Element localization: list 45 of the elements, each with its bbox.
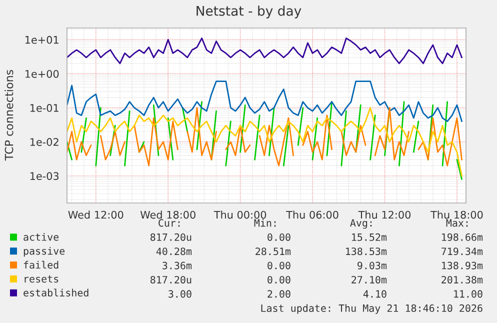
text: 3.36m bbox=[162, 262, 192, 270]
x-tick-label: Thu 12:00 bbox=[358, 210, 411, 219]
line-series bbox=[67, 38, 462, 64]
text: Cur: bbox=[158, 219, 180, 227]
text: 817.20u bbox=[150, 233, 192, 241]
x-tick-label: Wed 12:00 bbox=[68, 210, 124, 219]
y-tick-label: 1e-01 bbox=[30, 104, 58, 112]
text: 15.52m bbox=[352, 233, 387, 241]
text: 4.10 bbox=[363, 290, 386, 298]
text: 138.93m bbox=[442, 262, 483, 270]
y-axis-title: TCP connections bbox=[4, 70, 14, 161]
legend-label: active bbox=[24, 233, 59, 241]
text: Last update: Thu May 21 18:46:10 2026 bbox=[261, 304, 482, 314]
text: 719.34m bbox=[442, 248, 483, 256]
y-tick-label: 1e+01 bbox=[25, 36, 58, 44]
chart-title: Netstat - by day bbox=[196, 6, 302, 18]
legend-label: established bbox=[24, 288, 88, 297]
text: 0.00 bbox=[268, 276, 290, 284]
legend-label: passive bbox=[24, 246, 65, 257]
text: 2.00 bbox=[268, 290, 290, 298]
y-tick-label: 1e-02 bbox=[30, 138, 58, 146]
text: 198.66m bbox=[442, 233, 483, 241]
y-tick-label: 1e+00 bbox=[25, 70, 59, 78]
text: Avg: bbox=[350, 219, 372, 229]
text: 201.38m bbox=[442, 276, 483, 284]
x-tick-label: Thu 00:00 bbox=[214, 210, 266, 219]
legend-label: failed bbox=[24, 260, 58, 269]
text: 138.53m bbox=[346, 248, 387, 256]
text: 9.03m bbox=[358, 262, 387, 270]
text: 28.51m bbox=[256, 248, 291, 256]
text: 27.10m bbox=[352, 276, 387, 284]
text: Min: bbox=[254, 218, 276, 227]
text: 11.00 bbox=[454, 290, 482, 298]
text: 817.20u bbox=[150, 276, 192, 284]
text: Max: bbox=[446, 219, 468, 227]
text: 0.00 bbox=[268, 233, 290, 241]
text: 0.00 bbox=[268, 262, 290, 270]
x-tick-label: Thu 06:00 bbox=[286, 210, 338, 219]
x-tick-label: Wed 18:00 bbox=[140, 210, 196, 219]
y-tick-label: 1e-03 bbox=[30, 172, 59, 180]
x-tick-label: Thu 18:00 bbox=[430, 210, 483, 219]
line-series bbox=[67, 80, 462, 122]
legend-label: resets bbox=[24, 275, 58, 283]
text: 40.28m bbox=[156, 248, 192, 256]
text: 3.00 bbox=[168, 290, 192, 298]
